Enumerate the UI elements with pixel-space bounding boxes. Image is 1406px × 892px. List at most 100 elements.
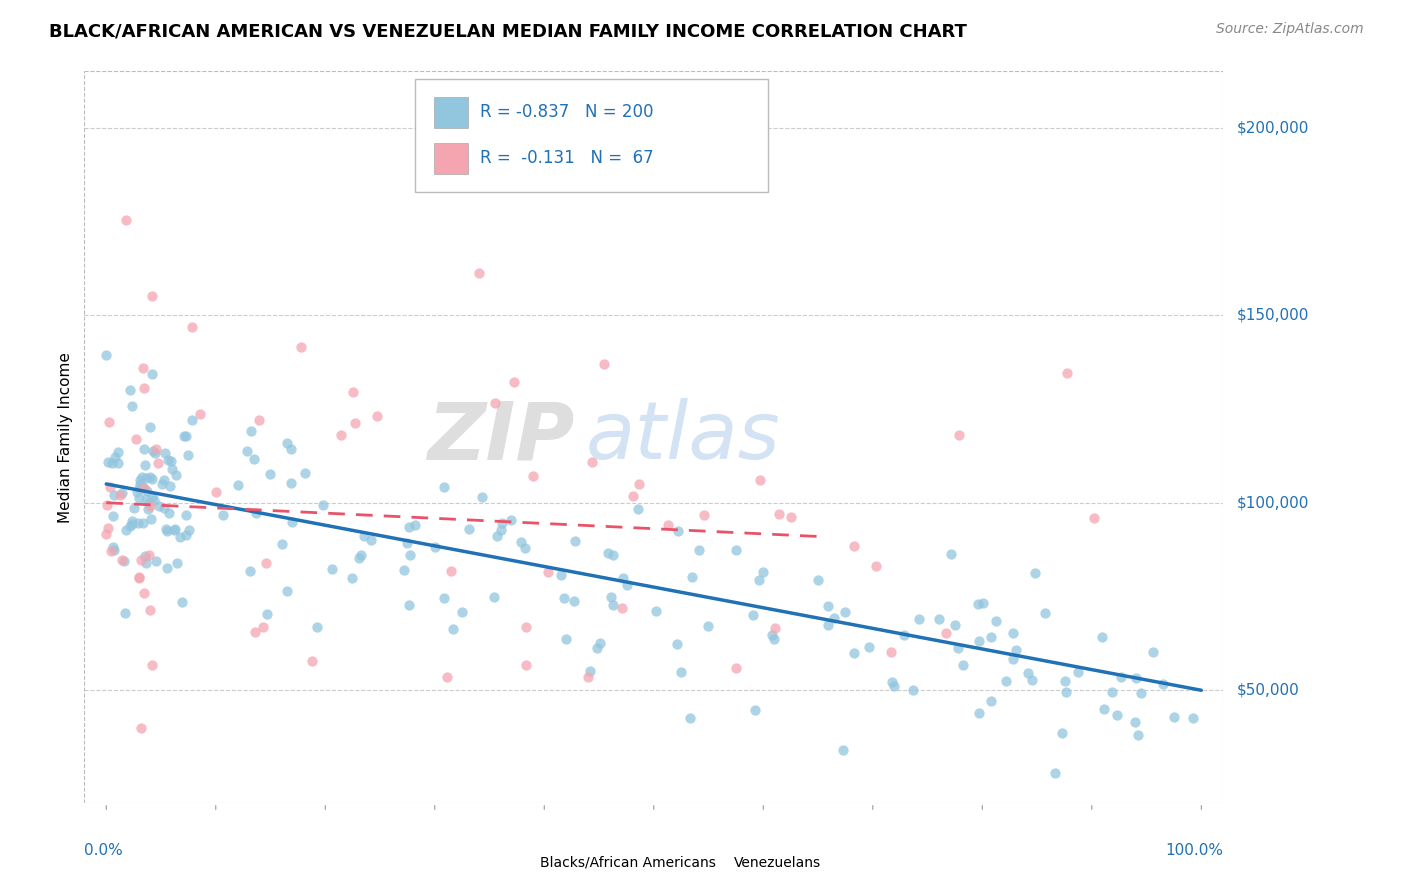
Point xyxy=(994,673,1017,688)
Point xyxy=(131,469,153,483)
Point xyxy=(145,442,167,456)
Point xyxy=(163,523,186,537)
Point xyxy=(678,711,700,725)
Point xyxy=(1091,630,1114,644)
Point xyxy=(763,621,786,635)
Point xyxy=(110,488,132,502)
FancyBboxPatch shape xyxy=(699,852,724,874)
Point xyxy=(665,637,688,651)
Point xyxy=(129,553,152,567)
Point xyxy=(748,474,770,488)
Point xyxy=(141,657,163,672)
Point xyxy=(616,577,638,591)
Point xyxy=(153,446,176,460)
Point xyxy=(153,500,176,515)
Point xyxy=(612,571,634,585)
Point xyxy=(880,645,903,659)
Point xyxy=(834,605,856,619)
Point xyxy=(160,462,183,476)
Point xyxy=(135,557,157,571)
Point xyxy=(578,664,600,678)
Point xyxy=(491,523,513,537)
Point xyxy=(1043,765,1066,780)
Point xyxy=(883,679,905,693)
Point xyxy=(321,562,343,576)
Point xyxy=(311,498,333,512)
Point xyxy=(136,484,159,499)
Point xyxy=(589,636,612,650)
Point xyxy=(1033,606,1056,620)
Point xyxy=(592,357,614,371)
Point xyxy=(1054,685,1077,699)
Point xyxy=(181,413,204,427)
Point xyxy=(484,395,506,409)
Point xyxy=(132,481,155,495)
FancyBboxPatch shape xyxy=(434,143,468,174)
Point xyxy=(831,743,853,757)
Point xyxy=(762,632,785,647)
Point xyxy=(128,571,150,585)
Point xyxy=(986,614,1008,628)
Point xyxy=(128,481,150,495)
Point xyxy=(1002,652,1025,666)
Point xyxy=(1056,366,1078,380)
Point xyxy=(239,565,262,579)
Point xyxy=(148,456,170,470)
Point xyxy=(347,551,370,566)
Point xyxy=(157,453,180,467)
Point xyxy=(747,573,769,587)
Point xyxy=(115,524,138,538)
Point xyxy=(114,213,136,227)
Point xyxy=(967,598,990,612)
Point xyxy=(141,289,163,303)
Point xyxy=(491,516,513,530)
Point xyxy=(188,407,211,421)
Point xyxy=(553,591,575,605)
Point xyxy=(669,665,692,679)
Point xyxy=(145,554,167,568)
Point xyxy=(141,490,163,504)
Point xyxy=(562,594,585,608)
Point xyxy=(681,570,703,584)
Point xyxy=(132,481,155,495)
Point xyxy=(842,646,865,660)
Point xyxy=(103,543,125,558)
Point xyxy=(576,670,599,684)
Point xyxy=(693,508,716,523)
Point xyxy=(245,506,267,520)
Point xyxy=(471,490,494,504)
Point xyxy=(132,361,155,376)
Point xyxy=(101,509,124,524)
Point xyxy=(697,619,720,633)
Text: $200,000: $200,000 xyxy=(1237,120,1309,135)
Point xyxy=(159,478,181,492)
Point xyxy=(120,384,142,398)
Point xyxy=(458,522,481,536)
Point xyxy=(228,477,250,491)
Point xyxy=(177,448,200,462)
Point xyxy=(599,590,621,604)
Point xyxy=(132,442,155,456)
Point xyxy=(623,490,645,504)
Point xyxy=(179,524,201,538)
Point xyxy=(280,442,302,457)
Point xyxy=(502,375,524,389)
Point xyxy=(111,553,134,567)
Point xyxy=(1130,686,1153,700)
Point xyxy=(1182,711,1205,725)
Point xyxy=(174,429,197,443)
Point xyxy=(880,674,903,689)
Point xyxy=(101,456,124,470)
Point xyxy=(240,424,263,438)
Point xyxy=(1109,669,1132,683)
Point xyxy=(125,432,148,446)
Point xyxy=(1101,685,1123,699)
Point xyxy=(96,498,118,512)
Point xyxy=(903,682,925,697)
Point xyxy=(156,561,179,575)
Point xyxy=(141,472,163,486)
Point xyxy=(172,595,194,609)
Point xyxy=(586,640,609,655)
Point xyxy=(602,549,624,563)
Point xyxy=(301,654,323,668)
